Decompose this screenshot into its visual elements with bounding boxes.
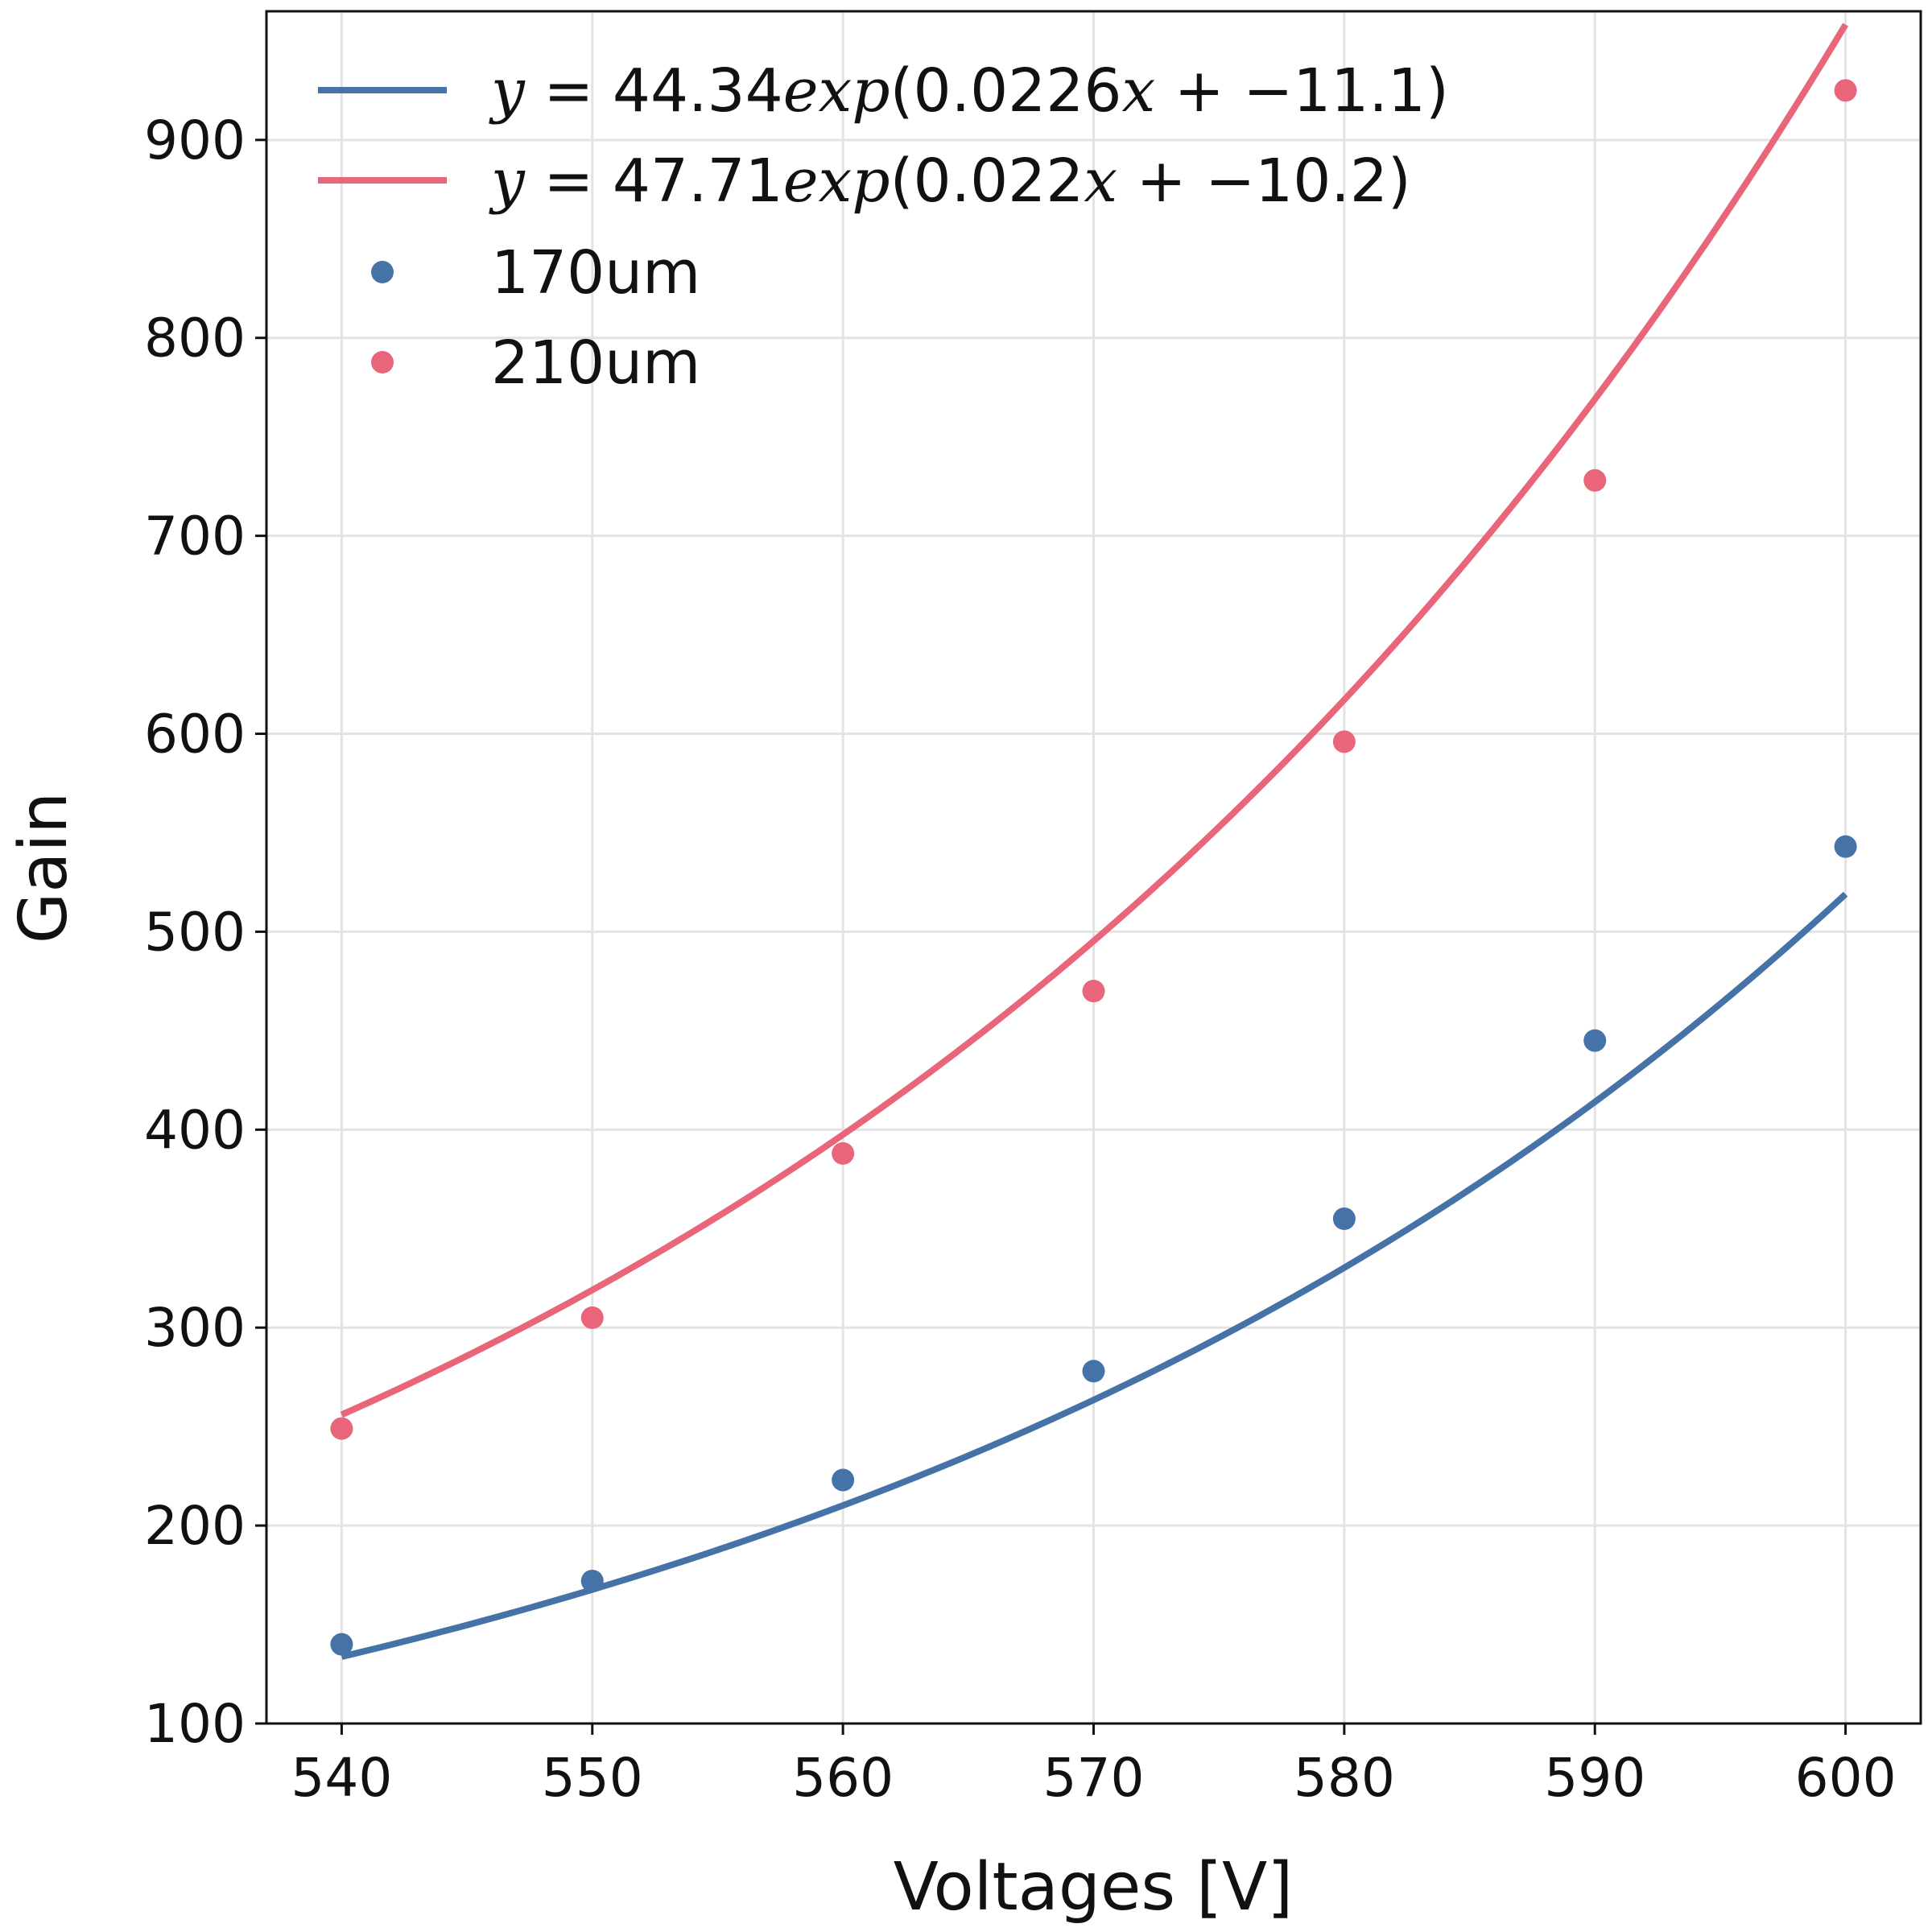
y-tick-label: 700 bbox=[144, 506, 246, 568]
legend-fit-170-exp: exp bbox=[783, 56, 890, 126]
x-tick-label: 560 bbox=[792, 1747, 894, 1809]
legend-fit-170-y: y bbox=[489, 56, 526, 126]
data-point-210um bbox=[832, 1141, 855, 1165]
grid-layer bbox=[266, 11, 1921, 1725]
legend-fit-210-x: x bbox=[1084, 147, 1117, 216]
data-point-170um bbox=[580, 1569, 604, 1592]
legend-label-210um: 210um bbox=[491, 328, 700, 398]
x-tick-label: 590 bbox=[1544, 1747, 1645, 1809]
legend-fit-170-offset: + −11.1) bbox=[1155, 56, 1449, 126]
y-tick-label: 600 bbox=[144, 704, 246, 766]
legend-fit-210-rate: (0.022 bbox=[890, 147, 1084, 216]
legend-fit-210-exp: exp bbox=[783, 147, 890, 216]
y-tick-label: 100 bbox=[144, 1693, 246, 1755]
data-point-170um bbox=[330, 1633, 353, 1656]
y-tick-label: 300 bbox=[144, 1297, 246, 1359]
x-tick-label: 600 bbox=[1795, 1747, 1897, 1809]
data-point-210um bbox=[1583, 469, 1607, 492]
y-tick-label: 900 bbox=[144, 109, 246, 171]
y-tick-label: 200 bbox=[144, 1495, 246, 1557]
x-tick-label: 550 bbox=[542, 1747, 643, 1809]
data-point-170um bbox=[1834, 835, 1857, 858]
data-point-210um bbox=[1082, 980, 1105, 1003]
y-axis-ticks: 100 200 300 400 500 600 700 800 900 bbox=[144, 109, 266, 1755]
data-point-210um bbox=[1332, 730, 1356, 753]
data-point-210um bbox=[580, 1306, 604, 1329]
legend-label-fit-210: y = 47.71exp(0.022x + −10.2) bbox=[489, 147, 1411, 216]
legend-fit-170-coef: = 44.34 bbox=[525, 56, 783, 126]
legend-label-170um: 170um bbox=[491, 238, 700, 308]
x-tick-label: 570 bbox=[1043, 1747, 1145, 1809]
data-point-210um bbox=[330, 1417, 353, 1440]
y-tick-label: 400 bbox=[144, 1099, 246, 1161]
legend-label-fit-170: y = 44.34exp(0.0226x + −11.1) bbox=[489, 56, 1449, 126]
y-axis-label: Gain bbox=[6, 792, 82, 944]
legend-marker-170um bbox=[371, 261, 394, 283]
y-tick-label: 800 bbox=[144, 308, 246, 369]
data-point-170um bbox=[1082, 1360, 1105, 1383]
legend-fit-170-rate: (0.0226 bbox=[890, 56, 1122, 126]
fit-curve-210um bbox=[340, 23, 1849, 1418]
data-point-170um bbox=[1583, 1029, 1607, 1052]
data-point-170um bbox=[832, 1468, 855, 1492]
legend-fit-210-offset: + −10.2) bbox=[1117, 147, 1411, 216]
x-axis-ticks: 540 550 560 570 580 590 600 bbox=[291, 1724, 1897, 1809]
x-tick-label: 580 bbox=[1294, 1747, 1395, 1809]
legend-fit-210-y: y bbox=[489, 147, 526, 216]
data-point-170um bbox=[1332, 1207, 1356, 1230]
data-point-210um bbox=[1834, 79, 1857, 102]
y-tick-label: 500 bbox=[144, 901, 246, 963]
legend-fit-170-x: x bbox=[1121, 56, 1155, 126]
legend-fit-210-coef: = 47.71 bbox=[525, 147, 783, 216]
legend: y = 44.34exp(0.0226x + −11.1) y = 47.71e… bbox=[318, 56, 1449, 398]
legend-marker-210um bbox=[371, 351, 394, 374]
x-axis-label: Voltages [V] bbox=[894, 1849, 1293, 1926]
x-tick-label: 540 bbox=[291, 1747, 392, 1809]
point-layer bbox=[330, 79, 1857, 1656]
